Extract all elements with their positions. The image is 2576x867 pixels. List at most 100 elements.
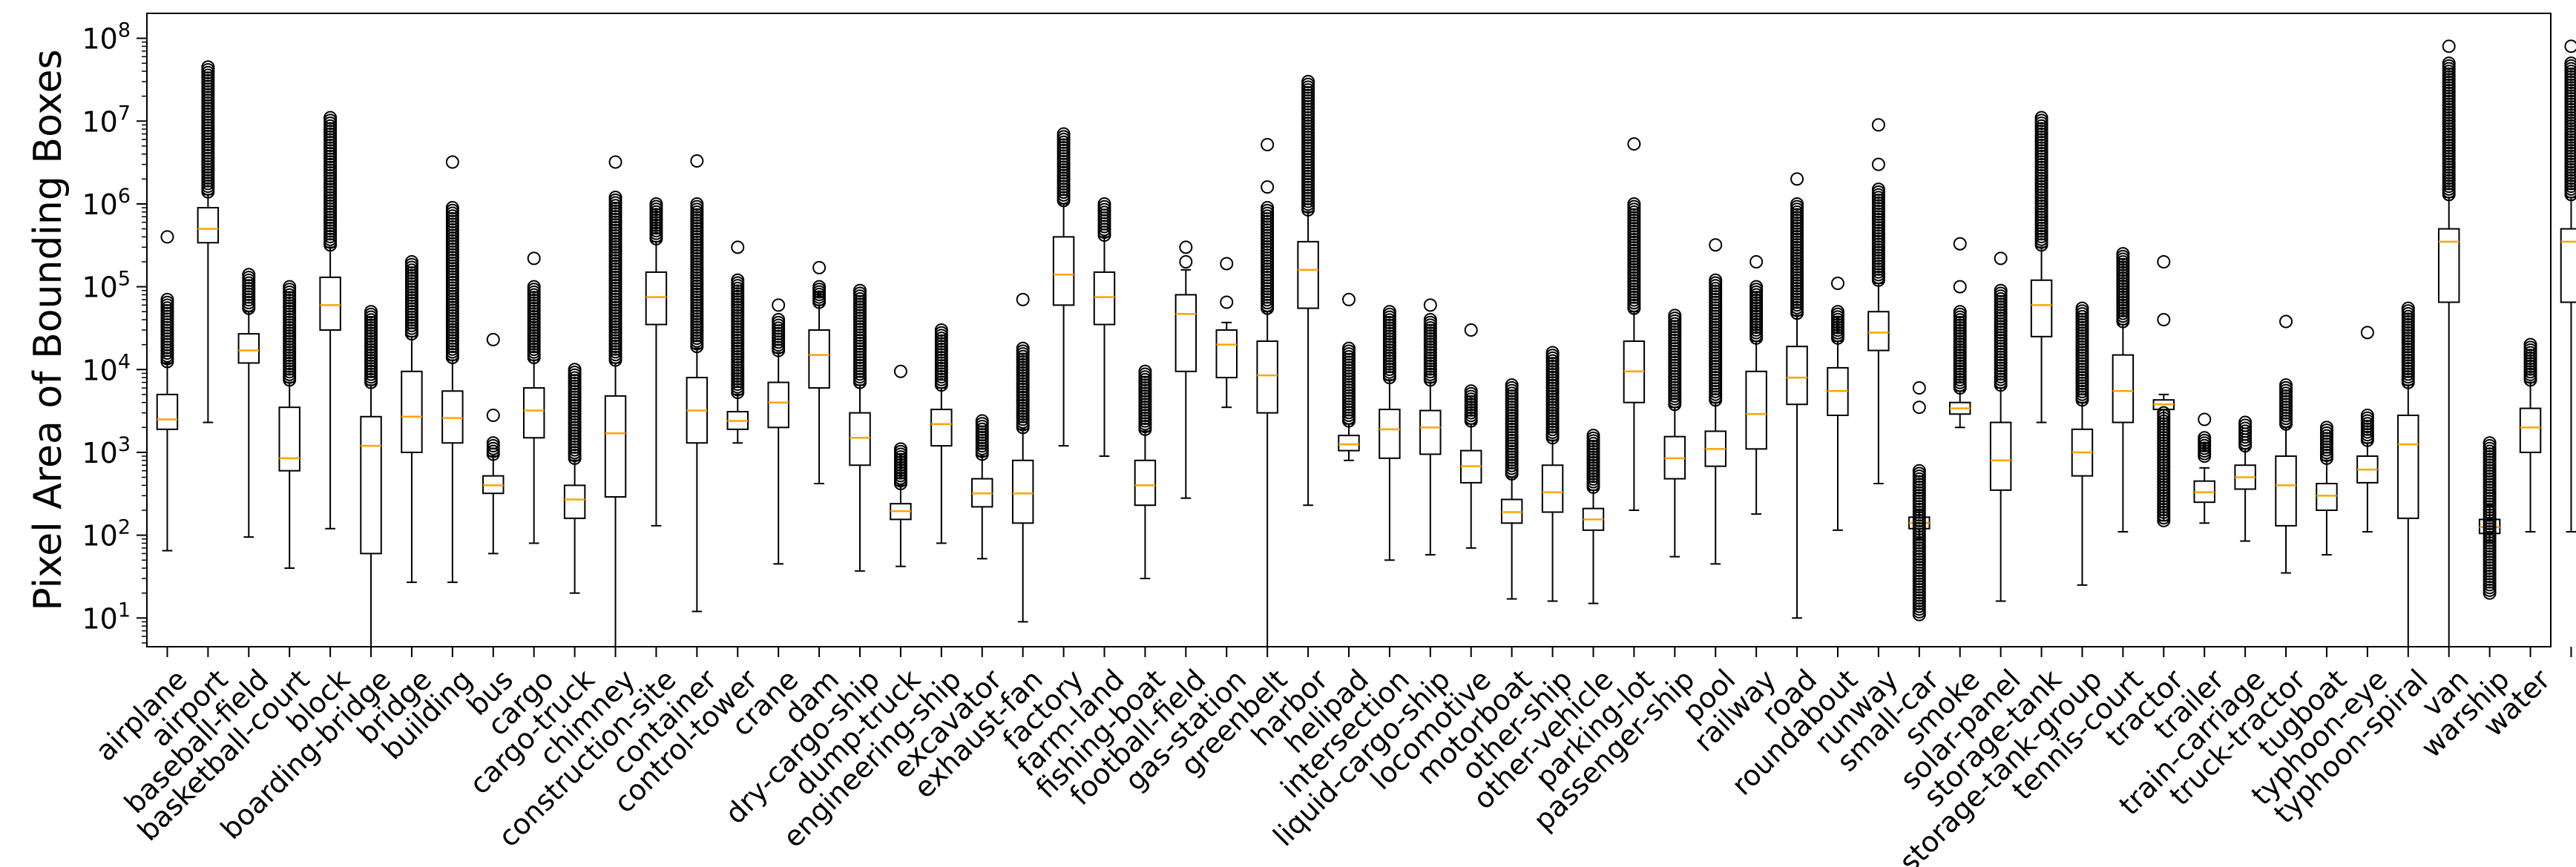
flier-point bbox=[1790, 197, 1804, 211]
flier-point bbox=[160, 230, 174, 244]
flier-point bbox=[1830, 305, 1844, 319]
iqr-box bbox=[808, 329, 830, 389]
flier-point bbox=[1016, 341, 1030, 355]
box-airport bbox=[197, 60, 220, 423]
box-trailer bbox=[2193, 412, 2215, 524]
fliers bbox=[1464, 323, 1478, 428]
iqr-box bbox=[1379, 409, 1401, 459]
iqr-box bbox=[2397, 415, 2419, 519]
flier-point bbox=[1871, 118, 1885, 132]
fliers bbox=[975, 414, 989, 461]
flier-point bbox=[2075, 301, 2089, 315]
box-tugboat bbox=[2316, 421, 2338, 556]
flier-point bbox=[1953, 305, 1967, 319]
flier-point bbox=[1912, 400, 1926, 415]
flier-point bbox=[1261, 137, 1275, 151]
box-parking-lot bbox=[1623, 137, 1646, 511]
iqr-box bbox=[1297, 240, 1319, 309]
box-bus bbox=[482, 332, 505, 555]
fliers bbox=[1179, 240, 1193, 268]
flier-point bbox=[445, 155, 459, 169]
box-typhoon-spiral bbox=[2397, 301, 2419, 647]
fliers bbox=[772, 298, 786, 357]
flier-point bbox=[2279, 314, 2293, 329]
flier-point bbox=[1709, 273, 1723, 287]
flier-point bbox=[2523, 337, 2537, 352]
y-tick-label: 104 bbox=[82, 350, 131, 386]
iqr-box bbox=[767, 381, 789, 429]
flier-point bbox=[1953, 237, 1967, 251]
y-axis-title: Pixel Area of Bounding Boxes bbox=[26, 49, 70, 610]
flier-point bbox=[2198, 412, 2212, 426]
box-liquid-cargo-ship bbox=[1419, 298, 1442, 556]
fliers bbox=[1953, 237, 1967, 395]
flier-point bbox=[1179, 254, 1193, 268]
flier-point bbox=[2238, 415, 2253, 429]
fliers bbox=[1016, 292, 1030, 435]
iqr-box bbox=[563, 484, 586, 519]
flier-point bbox=[1342, 341, 1356, 355]
flier-point bbox=[445, 201, 459, 215]
flier-point bbox=[2116, 247, 2130, 261]
flier-point bbox=[2279, 378, 2293, 392]
flier-point bbox=[201, 60, 215, 74]
flier-point bbox=[2442, 56, 2456, 70]
box-solar-panel bbox=[1989, 251, 2012, 602]
fliers bbox=[690, 154, 704, 354]
box-other-vehicle bbox=[1582, 429, 1605, 604]
iqr-box bbox=[1419, 409, 1442, 455]
flier-point bbox=[2198, 431, 2212, 445]
iqr-box bbox=[2519, 407, 2542, 453]
flier-point bbox=[1382, 305, 1396, 319]
flier-point bbox=[2483, 436, 2497, 450]
flier-point bbox=[975, 414, 989, 428]
flier-point bbox=[2360, 409, 2374, 423]
flier-point bbox=[2360, 326, 2374, 340]
box-tennis-court bbox=[2112, 247, 2135, 533]
box-small-car bbox=[1908, 381, 1931, 622]
box-warship bbox=[2478, 436, 2501, 600]
iqr-box bbox=[237, 333, 260, 364]
flier-point bbox=[1464, 384, 1478, 398]
fliers bbox=[486, 332, 500, 461]
fliers bbox=[2034, 111, 2048, 252]
fliers bbox=[649, 197, 663, 245]
flier-point bbox=[1097, 197, 1111, 211]
iqr-box bbox=[1052, 236, 1075, 306]
fliers bbox=[201, 60, 215, 199]
fliers bbox=[2198, 412, 2212, 464]
iqr-box bbox=[1011, 459, 1034, 524]
flier-point bbox=[2401, 301, 2415, 315]
box-football-field bbox=[1174, 240, 1197, 499]
flier-point bbox=[893, 364, 907, 378]
flier-point bbox=[1057, 127, 1071, 141]
fliers bbox=[1749, 254, 1764, 345]
fliers bbox=[2279, 314, 2293, 431]
flier-point bbox=[2034, 111, 2048, 125]
box-van bbox=[2437, 39, 2460, 647]
fliers bbox=[1505, 378, 1519, 481]
fliers bbox=[1627, 137, 1641, 315]
flier-point bbox=[731, 240, 745, 254]
fliers bbox=[934, 323, 948, 392]
fliers bbox=[1382, 305, 1396, 385]
box-typhoon-eye bbox=[2356, 326, 2379, 533]
flier-point bbox=[1627, 137, 1641, 151]
box-passenger-ship bbox=[1663, 309, 1686, 558]
fliers bbox=[568, 363, 582, 465]
iqr-box bbox=[197, 207, 220, 244]
box-road bbox=[1786, 172, 1808, 619]
box-pool bbox=[1704, 238, 1726, 565]
flier-point bbox=[1994, 251, 2008, 266]
iqr-box bbox=[1338, 435, 1360, 452]
y-tick-label: 101 bbox=[82, 599, 131, 635]
fliers bbox=[445, 155, 459, 364]
flier-point bbox=[2564, 39, 2576, 53]
fliers bbox=[364, 305, 378, 389]
flier-point bbox=[486, 332, 500, 346]
flier-point bbox=[893, 442, 907, 456]
flier-point bbox=[1138, 364, 1152, 378]
fliers bbox=[160, 230, 174, 369]
flier-point bbox=[1342, 292, 1356, 306]
fliers bbox=[2483, 436, 2497, 600]
